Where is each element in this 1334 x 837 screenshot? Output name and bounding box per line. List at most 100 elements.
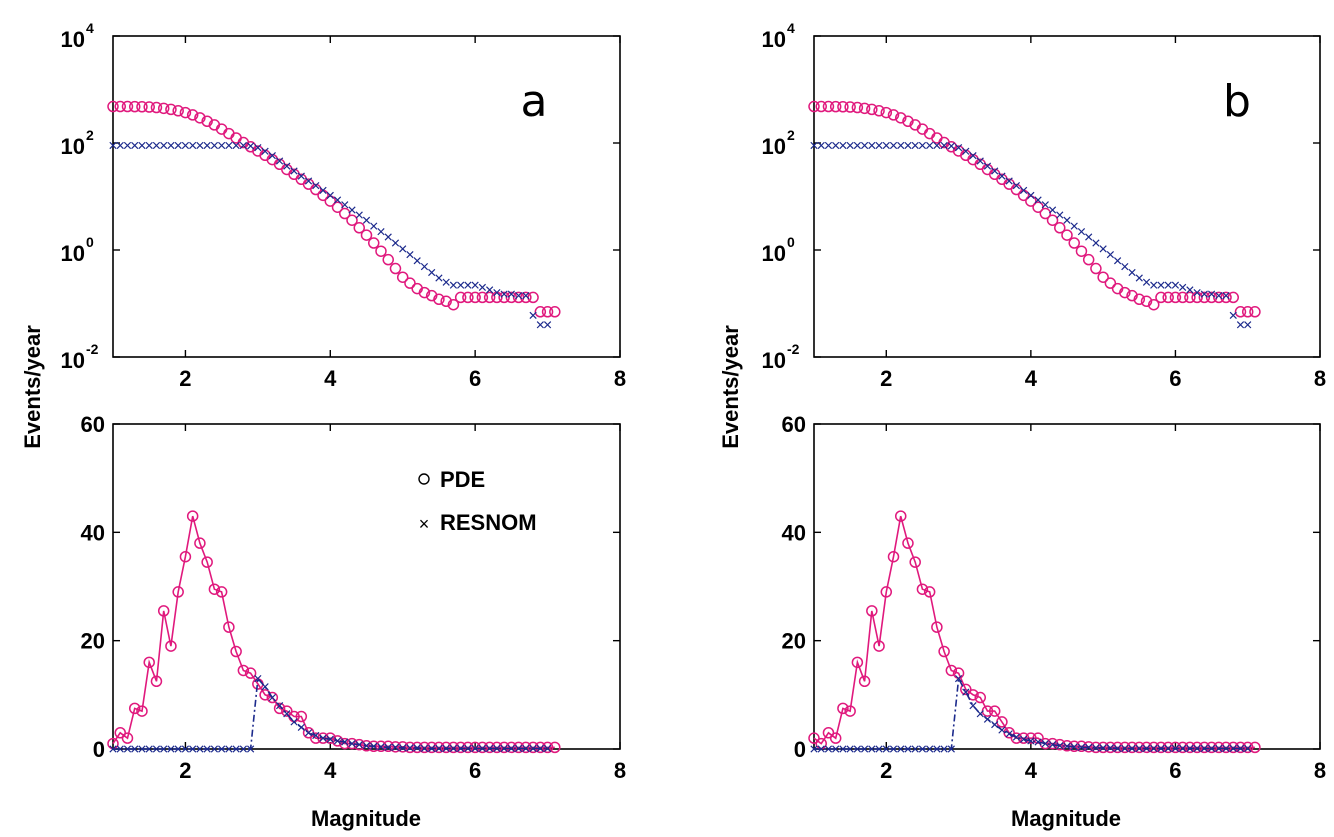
point-resnom: [1099, 744, 1107, 752]
point-resnom: [940, 141, 948, 150]
point-pde: [425, 289, 438, 302]
point-pde: [923, 586, 936, 598]
point-resnom: [969, 702, 977, 710]
point-resnom: [500, 744, 508, 753]
point-resnom: [536, 321, 544, 329]
point-resnom: [1077, 228, 1086, 236]
xlabel-right: Magnitude: [1011, 806, 1121, 831]
point-resnom: [1215, 292, 1223, 300]
point-pde: [1213, 741, 1225, 754]
point-resnom: [391, 239, 400, 247]
point-resnom: [348, 739, 356, 748]
point-resnom: [860, 141, 869, 150]
point-pde: [931, 621, 943, 633]
point-resnom: [1085, 743, 1093, 751]
point-resnom: [391, 743, 400, 751]
series-line-pde: [813, 515, 1255, 749]
point-resnom: [1179, 283, 1187, 292]
point-resnom: [926, 745, 934, 753]
point-pde: [433, 741, 445, 754]
point-resnom: [522, 744, 530, 753]
point-pde: [469, 291, 481, 304]
legend-pde-marker: [418, 473, 430, 485]
point-pde: [367, 740, 380, 753]
point-resnom: [1056, 742, 1064, 750]
point-resnom: [138, 745, 146, 753]
point-pde: [1249, 741, 1261, 754]
point-resnom: [261, 683, 269, 691]
point-resnom: [926, 141, 934, 150]
point-resnom: [1186, 286, 1194, 294]
point-resnom: [355, 211, 363, 219]
point-resnom: [1020, 735, 1028, 743]
point-pde: [157, 102, 170, 115]
point-resnom: [1077, 743, 1086, 751]
point-resnom: [413, 744, 421, 752]
point-resnom: [860, 745, 869, 753]
series-line-pde: [112, 515, 555, 749]
point-pde: [367, 237, 380, 249]
point-pde: [1104, 277, 1117, 289]
point-resnom: [1157, 744, 1165, 753]
point-resnom: [333, 196, 342, 204]
point-pde: [1227, 291, 1240, 304]
point-pde: [534, 741, 547, 754]
point-resnom: [991, 721, 999, 729]
point-resnom: [435, 274, 443, 282]
point-resnom: [1063, 742, 1071, 750]
point-resnom: [853, 745, 861, 753]
point-resnom: [1034, 196, 1042, 204]
point-pde: [223, 621, 235, 633]
x-tick-label: 2: [880, 758, 892, 783]
point-pde: [114, 100, 126, 113]
point-pde: [440, 295, 452, 308]
point-pde: [1097, 271, 1109, 283]
point-resnom: [297, 172, 305, 180]
point-pde: [837, 101, 849, 113]
y-tick-label: 40: [782, 520, 806, 545]
point-pde: [1184, 741, 1196, 754]
point-resnom: [478, 283, 487, 292]
point-resnom: [428, 268, 436, 277]
y-tick-exponent: 2: [787, 127, 795, 143]
point-pde: [223, 127, 235, 140]
point-pde: [822, 100, 835, 113]
point-resnom: [464, 281, 472, 289]
point-pde: [165, 103, 177, 116]
point-resnom: [998, 726, 1006, 734]
point-pde: [454, 741, 467, 754]
point-resnom: [174, 745, 182, 753]
point-pde: [172, 586, 184, 598]
point-pde: [988, 705, 1001, 717]
point-resnom: [283, 162, 291, 170]
point-pde: [498, 291, 510, 304]
point-pde: [541, 741, 554, 754]
legend-pde-label: PDE: [440, 467, 485, 492]
point-pde: [512, 741, 525, 754]
point-resnom: [1244, 321, 1252, 329]
point-resnom: [203, 141, 211, 150]
point-resnom: [1179, 744, 1187, 753]
point-resnom: [254, 674, 262, 683]
point-pde: [1184, 291, 1196, 304]
point-pde: [215, 586, 228, 598]
point-pde: [1061, 740, 1073, 752]
point-pde: [476, 741, 489, 754]
point-pde: [549, 741, 561, 754]
point-pde: [121, 100, 134, 113]
point-resnom: [478, 744, 487, 753]
point-pde: [172, 105, 184, 117]
point-resnom: [954, 143, 963, 152]
point-resnom: [268, 693, 276, 702]
point-pde: [887, 109, 900, 121]
point-resnom: [254, 143, 262, 152]
x-tick-label: 2: [880, 366, 892, 391]
point-pde: [389, 262, 402, 275]
panel-letter: a: [521, 76, 548, 127]
point-resnom: [442, 278, 450, 286]
point-pde: [534, 306, 547, 318]
point-resnom: [131, 141, 139, 150]
point-pde: [1205, 741, 1218, 754]
point-pde: [1119, 286, 1131, 299]
point-resnom: [810, 141, 818, 150]
